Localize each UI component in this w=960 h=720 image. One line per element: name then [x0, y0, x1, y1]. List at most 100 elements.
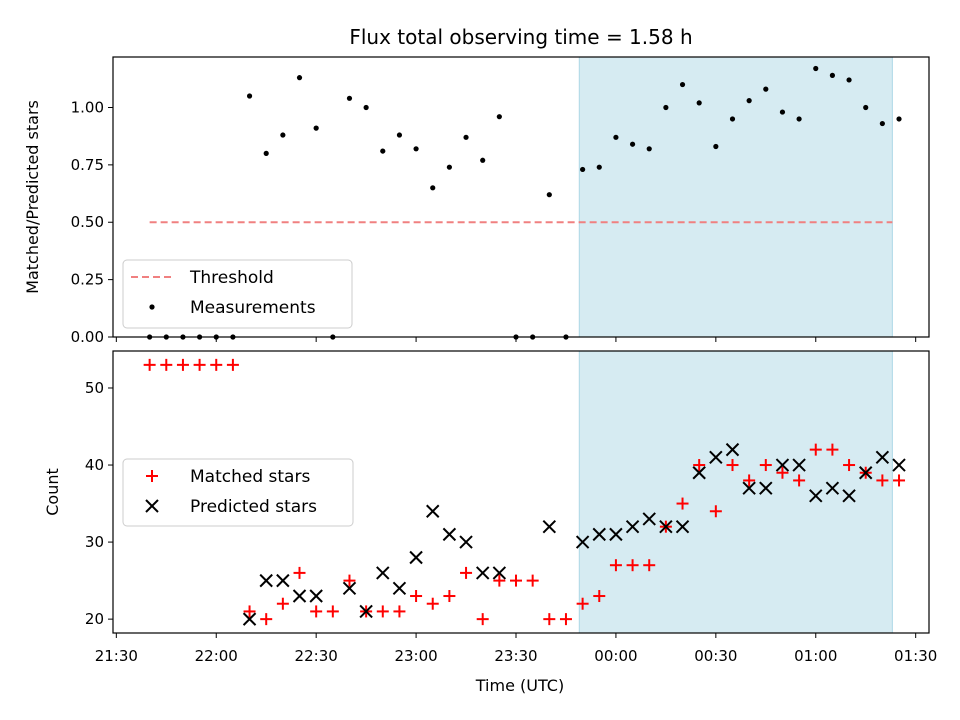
matched-star-point: [826, 443, 839, 456]
matched-star-point: [176, 358, 189, 371]
matched-star-point: [876, 474, 889, 487]
y-tick-label: 50: [85, 379, 104, 397]
matched-star-point: [626, 559, 639, 572]
measurement-point: [396, 132, 403, 138]
measurement-point: [846, 77, 852, 83]
matched-star-point: [476, 613, 489, 626]
matched-star-point: [210, 358, 223, 371]
x-tick-label: 01:00: [794, 647, 837, 665]
predicted-star-point: [709, 450, 723, 465]
predicted-star-point: [775, 458, 790, 472]
matched-star-point: [393, 605, 406, 618]
matched-star-point: [809, 443, 822, 456]
measurement-point: [679, 81, 686, 88]
matched-star-point: [793, 474, 806, 487]
matched-star-point: [593, 590, 606, 603]
matched-star-point: [460, 566, 473, 579]
predicted-star-point: [392, 581, 407, 596]
predicted-star-point: [442, 527, 457, 542]
measurement-point: [779, 109, 786, 115]
y-tick-label: 0.75: [71, 156, 104, 174]
matched-star-point: [293, 566, 306, 579]
x-tick-label: 00:00: [594, 647, 637, 665]
matched-star-point: [559, 613, 572, 626]
measurement-point: [646, 146, 652, 152]
matched-star-point: [276, 597, 289, 610]
count-panel-legend: Matched stars Predicted stars: [122, 458, 354, 527]
measurement-point: [896, 116, 902, 122]
predicted-star-point: [492, 566, 507, 580]
measurement-point: [713, 143, 719, 150]
legend-measurements-swatch: [149, 304, 155, 310]
measurement-point: [463, 134, 469, 140]
matched-star-point: [226, 358, 239, 371]
matched-star-point: [160, 358, 173, 371]
legend-predicted-label: Predicted stars: [190, 497, 317, 517]
predicted-star-point: [759, 481, 773, 495]
shaded-region: [578, 56, 893, 338]
ratio-panel: 0.00 0.25 0.50 0.75 1.00 Matched/Predicted s…: [23, 56, 930, 346]
measurement-point: [629, 141, 636, 147]
legend-measurements-label: Measurements: [190, 298, 316, 318]
matched-star-point: [676, 497, 689, 510]
count-panel-ylabel: Count: [43, 468, 62, 516]
matched-star-point: [776, 466, 789, 479]
ratio-panel-legend: Threshold Measurements: [122, 259, 353, 329]
predicted-star-point: [242, 612, 257, 626]
measurement-point: [863, 104, 869, 111]
predicted-star-point: [625, 519, 640, 534]
measurement-point: [496, 114, 502, 120]
predicted-star-point: [592, 527, 606, 542]
predicted-star-point: [292, 589, 307, 603]
measurement-point: [430, 185, 436, 191]
y-tick-label: 30: [85, 533, 104, 551]
predicted-star-point: [792, 458, 806, 472]
y-tick-label: 20: [85, 610, 104, 628]
matched-star-point: [643, 559, 656, 572]
predicted-star-point: [359, 604, 373, 619]
matched-star-point: [709, 505, 722, 518]
matched-star-point: [693, 459, 706, 472]
predicted-star-point: [426, 504, 440, 518]
legend-matched-swatch: [146, 470, 158, 482]
predicted-star-point: [859, 466, 873, 480]
predicted-star-point: [675, 519, 690, 534]
measurement-point: [663, 104, 669, 111]
measurement-point: [246, 93, 253, 99]
predicted-star-point: [309, 589, 323, 603]
legend-predicted-swatch: [145, 499, 159, 513]
y-tick-label: 0.00: [71, 328, 104, 346]
predicted-star-point: [875, 450, 890, 465]
matched-star-point: [243, 605, 256, 618]
x-tick-label: 23:30: [494, 647, 537, 665]
x-tick-label: 00:30: [694, 647, 737, 665]
measurement-point: [596, 164, 602, 170]
matched-star-point: [576, 597, 589, 610]
y-tick-label: 0.50: [71, 213, 104, 231]
measurement-point: [296, 75, 303, 81]
y-tick-label: 40: [85, 456, 104, 474]
matched-star-point: [193, 358, 206, 371]
matched-star-point: [726, 459, 739, 472]
y-tick-label: 0.25: [71, 271, 104, 289]
predicted-star-point: [659, 519, 673, 534]
measurement-point: [263, 150, 269, 156]
shaded-region: [578, 350, 893, 634]
predicted-star-point: [409, 550, 423, 565]
matched-star-point: [410, 590, 423, 603]
ratio-panel-ylabel: Matched/Predicted stars: [23, 100, 42, 294]
predicted-star-point: [825, 481, 840, 495]
measurement-point: [746, 98, 752, 104]
predicted-star-point: [376, 566, 390, 580]
matched-star-point: [376, 605, 389, 618]
x-tick-label: 01:30: [894, 647, 937, 665]
x-tick-label: 22:00: [195, 647, 238, 665]
predicted-star-point: [725, 442, 740, 457]
measurement-point: [446, 164, 452, 170]
matched-star-point: [493, 574, 506, 587]
legend-matched-label: Matched stars: [190, 467, 310, 487]
matched-star-point: [310, 605, 323, 618]
measurement-point: [796, 116, 802, 122]
matched-star-point: [426, 597, 439, 610]
